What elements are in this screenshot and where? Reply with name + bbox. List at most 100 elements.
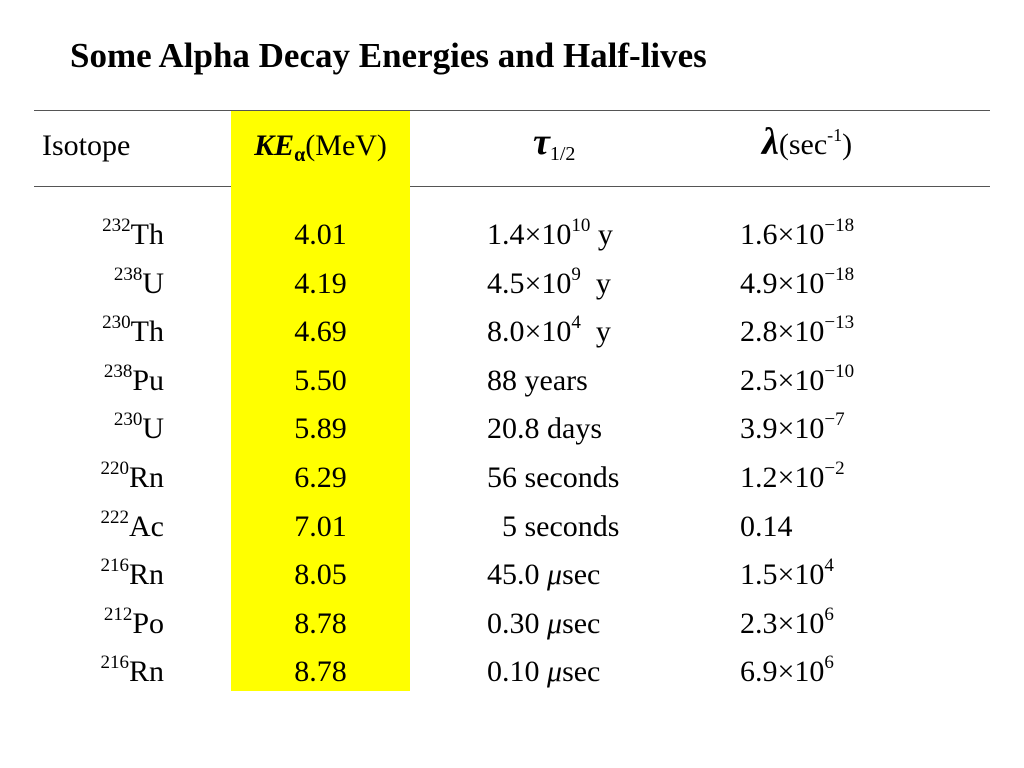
- ke-column-highlight: [231, 111, 410, 691]
- half-life-mantissa: 8.0×10: [487, 315, 572, 349]
- half-life-cell: 88 years: [487, 361, 588, 401]
- mu-prefix: μ: [547, 655, 563, 689]
- decay-constant-cell: 1.6×10−18: [740, 215, 854, 255]
- decay-constant-cell: 2.3×106: [740, 604, 834, 644]
- exponent: −13: [824, 312, 855, 334]
- ke-symbol: KE: [254, 129, 295, 162]
- element-symbol: Th: [130, 218, 164, 251]
- half-life-cell: 4.5×109 y: [487, 264, 611, 304]
- decay-constant-mantissa: 2.8×10: [740, 315, 825, 349]
- half-life-value: 0.30: [487, 606, 547, 640]
- ke-cell: 6.29: [294, 461, 347, 494]
- page-title: Some Alpha Decay Energies and Half-lives: [70, 36, 707, 75]
- exponent: −10: [824, 360, 855, 382]
- mass-number: 220: [100, 458, 129, 479]
- mass-number: 238: [113, 263, 143, 285]
- header-decay-constant: λ(sec-1): [762, 122, 852, 165]
- table-top-rule: [34, 110, 990, 111]
- decay-constant-cell: 1.5×104: [740, 555, 834, 595]
- isotope-cell: 230U: [40, 409, 164, 449]
- element-symbol: U: [142, 412, 164, 446]
- ke-unit: (MeV): [305, 129, 387, 162]
- lambda-unit-exponent: -1: [827, 125, 843, 145]
- mass-number: 232: [102, 215, 131, 236]
- half-life-unit: y: [590, 218, 613, 251]
- decay-constant-mantissa: 2.3×10: [740, 606, 825, 640]
- mass-number: 216: [100, 652, 129, 674]
- element-symbol: Ac: [129, 509, 164, 543]
- half-life-value: 56 seconds: [487, 461, 620, 494]
- lambda-unit-prefix: (sec: [778, 128, 828, 161]
- ke-subscript: α: [294, 144, 306, 166]
- mu-prefix: μ: [547, 606, 563, 640]
- decay-constant-mantissa: 0.14: [740, 509, 793, 543]
- half-life-mantissa: 1.4×10: [487, 218, 572, 251]
- element-symbol: Pu: [132, 363, 164, 397]
- isotope-cell: 232Th: [40, 215, 164, 255]
- mass-number: 222: [100, 506, 130, 528]
- half-life-unit: sec: [562, 606, 601, 640]
- exponent: 10: [571, 215, 591, 236]
- isotope-cell: 230Th: [40, 312, 164, 352]
- isotope-cell: 238U: [40, 264, 164, 304]
- isotope-cell: 216Rn: [40, 555, 164, 595]
- lambda-unit-suffix: ): [842, 128, 853, 161]
- lambda-symbol: λ: [762, 121, 779, 163]
- table-header-rule: [34, 186, 990, 187]
- mass-number: 238: [103, 360, 133, 382]
- half-life-cell: 20.8 days: [487, 409, 602, 449]
- header-half-life: τ1/2: [533, 122, 575, 168]
- ke-cell: 4.19: [294, 266, 347, 300]
- mass-number: 212: [103, 603, 133, 625]
- tau-symbol: τ: [533, 121, 550, 163]
- ke-cell: 8.78: [294, 606, 347, 640]
- half-life-cell: 5 seconds: [487, 507, 619, 547]
- header-kinetic-energy: KEα(MeV): [232, 126, 409, 169]
- exponent: −18: [824, 215, 855, 236]
- decay-constant-cell: 4.9×10−18: [740, 264, 854, 304]
- element-symbol: Rn: [128, 655, 164, 689]
- mass-number: 216: [100, 555, 129, 577]
- half-life-cell: 56 seconds: [487, 458, 619, 498]
- decay-constant-mantissa: 2.5×10: [740, 363, 825, 397]
- decay-constant-mantissa: 1.2×10: [740, 461, 825, 494]
- decay-constant-mantissa: 3.9×10: [740, 412, 825, 446]
- ke-cell: 4.69: [294, 315, 347, 349]
- exponent: 4: [824, 555, 834, 577]
- mu-prefix: μ: [547, 558, 563, 592]
- decay-constant-cell: 3.9×10−7: [740, 409, 845, 449]
- mass-number: 230: [102, 312, 131, 334]
- half-life-value: 45.0: [487, 558, 547, 592]
- decay-constant-mantissa: 4.9×10: [740, 266, 825, 300]
- half-life-value: 88 years: [487, 363, 588, 397]
- half-life-value: 20.8 days: [487, 412, 602, 446]
- half-life-mantissa: 4.5×10: [487, 266, 572, 300]
- exponent: 6: [824, 652, 834, 674]
- element-symbol: Th: [130, 315, 164, 349]
- exponent: −7: [824, 409, 845, 431]
- exponent: −18: [824, 263, 855, 285]
- half-life-value: 0.10: [487, 655, 547, 689]
- decay-constant-mantissa: 1.6×10: [740, 218, 825, 251]
- half-life-unit: sec: [562, 558, 601, 592]
- element-symbol: Rn: [128, 461, 164, 494]
- ke-cell: 5.89: [294, 412, 347, 446]
- half-life-cell: 8.0×104 y: [487, 312, 611, 352]
- half-life-cell: 0.10 μsec: [487, 652, 600, 692]
- half-life-value: 5 seconds: [487, 509, 620, 543]
- decay-constant-mantissa: 6.9×10: [740, 655, 825, 689]
- element-symbol: Po: [132, 606, 164, 640]
- isotope-cell: 220Rn: [40, 458, 164, 498]
- element-symbol: Rn: [128, 558, 164, 592]
- decay-constant-cell: 2.8×10−13: [740, 312, 854, 352]
- decay-constant-cell: 0.14: [740, 507, 793, 547]
- half-life-unit: sec: [562, 655, 601, 689]
- exponent: 4: [571, 312, 581, 334]
- element-symbol: U: [142, 266, 164, 300]
- isotope-cell: 212Po: [40, 604, 164, 644]
- half-life-unit: y: [580, 315, 611, 349]
- decay-constant-mantissa: 1.5×10: [740, 558, 825, 592]
- decay-constant-cell: 6.9×106: [740, 652, 834, 692]
- half-life-cell: 45.0 μsec: [487, 555, 600, 595]
- isotope-cell: 216Rn: [40, 652, 164, 692]
